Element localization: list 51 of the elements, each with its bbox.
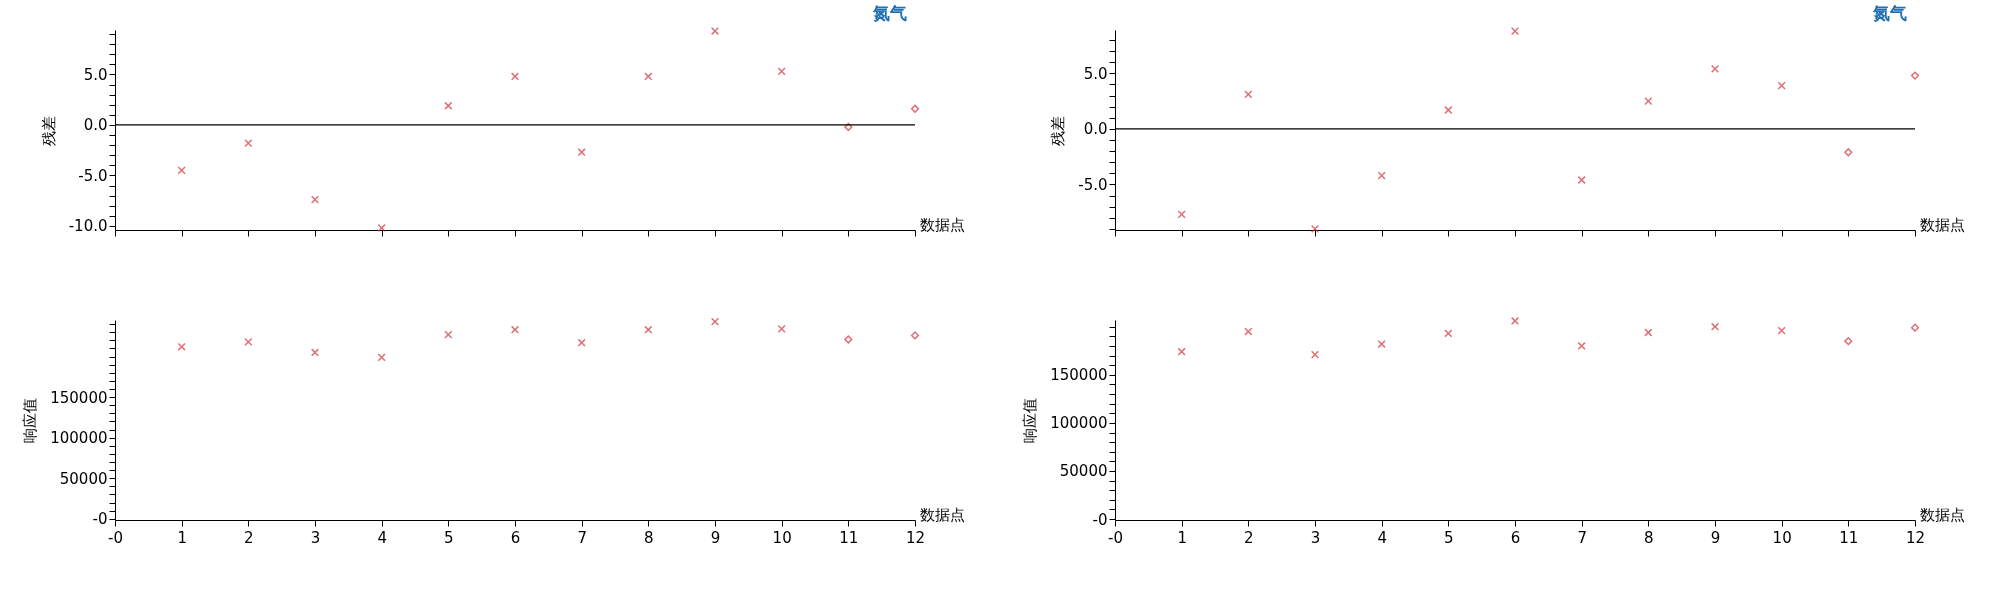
y-tick-label: 100000 xyxy=(1050,414,1108,433)
text: 氮气 xyxy=(1872,3,1907,23)
y-axis-title: 响应值 xyxy=(21,398,40,443)
x-tick-label: 6 xyxy=(1510,528,1521,547)
y-tick-label: 50000 xyxy=(1059,462,1108,481)
x-tick-label: 7 xyxy=(577,528,587,547)
x-tick-label: 12 xyxy=(905,528,926,547)
x-tick-label: 8 xyxy=(644,528,654,547)
x-tick-label: 4 xyxy=(1377,528,1387,547)
y-axis-title: 残差 xyxy=(1049,115,1068,146)
y-tick-label: 0.0 xyxy=(83,116,108,135)
x-tick-label: -0 xyxy=(108,528,123,547)
y-tick-label: 150000 xyxy=(1050,366,1108,385)
text: 氮气 xyxy=(872,3,907,23)
x-tick-label: 1 xyxy=(1177,528,1187,547)
y-tick-label: 150000 xyxy=(50,388,108,407)
x-tick-label: 2 xyxy=(244,528,254,547)
x-axis-title: 数据点 xyxy=(919,215,965,234)
x-tick-label: 10 xyxy=(772,528,792,547)
y-tick-label: 5.0 xyxy=(1083,64,1108,83)
x-tick-label: 4 xyxy=(377,528,387,547)
x-tick-label: 2 xyxy=(1244,528,1254,547)
x-tick-label: 3 xyxy=(310,528,321,547)
x-tick-label: 12 xyxy=(1905,528,1926,547)
x-tick-label: 3 xyxy=(1310,528,1321,547)
x-tick-label: 1 xyxy=(177,528,187,547)
y-tick-label: 5.0 xyxy=(83,65,108,84)
y-tick-label: 50000 xyxy=(59,469,108,488)
y-tick-label: -0 xyxy=(1092,510,1108,529)
x-tick-label: 7 xyxy=(1577,528,1587,547)
x-tick-label: 9 xyxy=(710,528,721,547)
x-tick-label: 5 xyxy=(1444,528,1454,547)
y-tick-label: 100000 xyxy=(50,429,108,448)
y-tick-label: 0.0 xyxy=(1083,120,1108,139)
x-tick-label: 11 xyxy=(839,528,859,547)
x-axis-title: 数据点 xyxy=(1919,215,1965,234)
y-axis-title: 响应值 xyxy=(1021,398,1040,443)
x-tick-label: -0 xyxy=(1108,528,1123,547)
y-tick-label: -5.0 xyxy=(1078,175,1108,194)
x-tick-label: 10 xyxy=(1772,528,1792,547)
y-tick-label: -0 xyxy=(92,510,108,529)
x-tick-label: 11 xyxy=(1839,528,1859,547)
y-tick-label: -10.0 xyxy=(68,217,108,236)
x-tick-label: 9 xyxy=(1710,528,1721,547)
x-axis-title: 数据点 xyxy=(1919,505,1965,524)
y-tick-label: -5.0 xyxy=(78,166,108,185)
x-tick-label: 5 xyxy=(444,528,454,547)
x-axis-title: 数据点 xyxy=(919,505,965,524)
x-tick-label: 6 xyxy=(510,528,521,547)
x-tick-label: 8 xyxy=(1644,528,1654,547)
y-axis-title: 残差 xyxy=(39,115,58,146)
